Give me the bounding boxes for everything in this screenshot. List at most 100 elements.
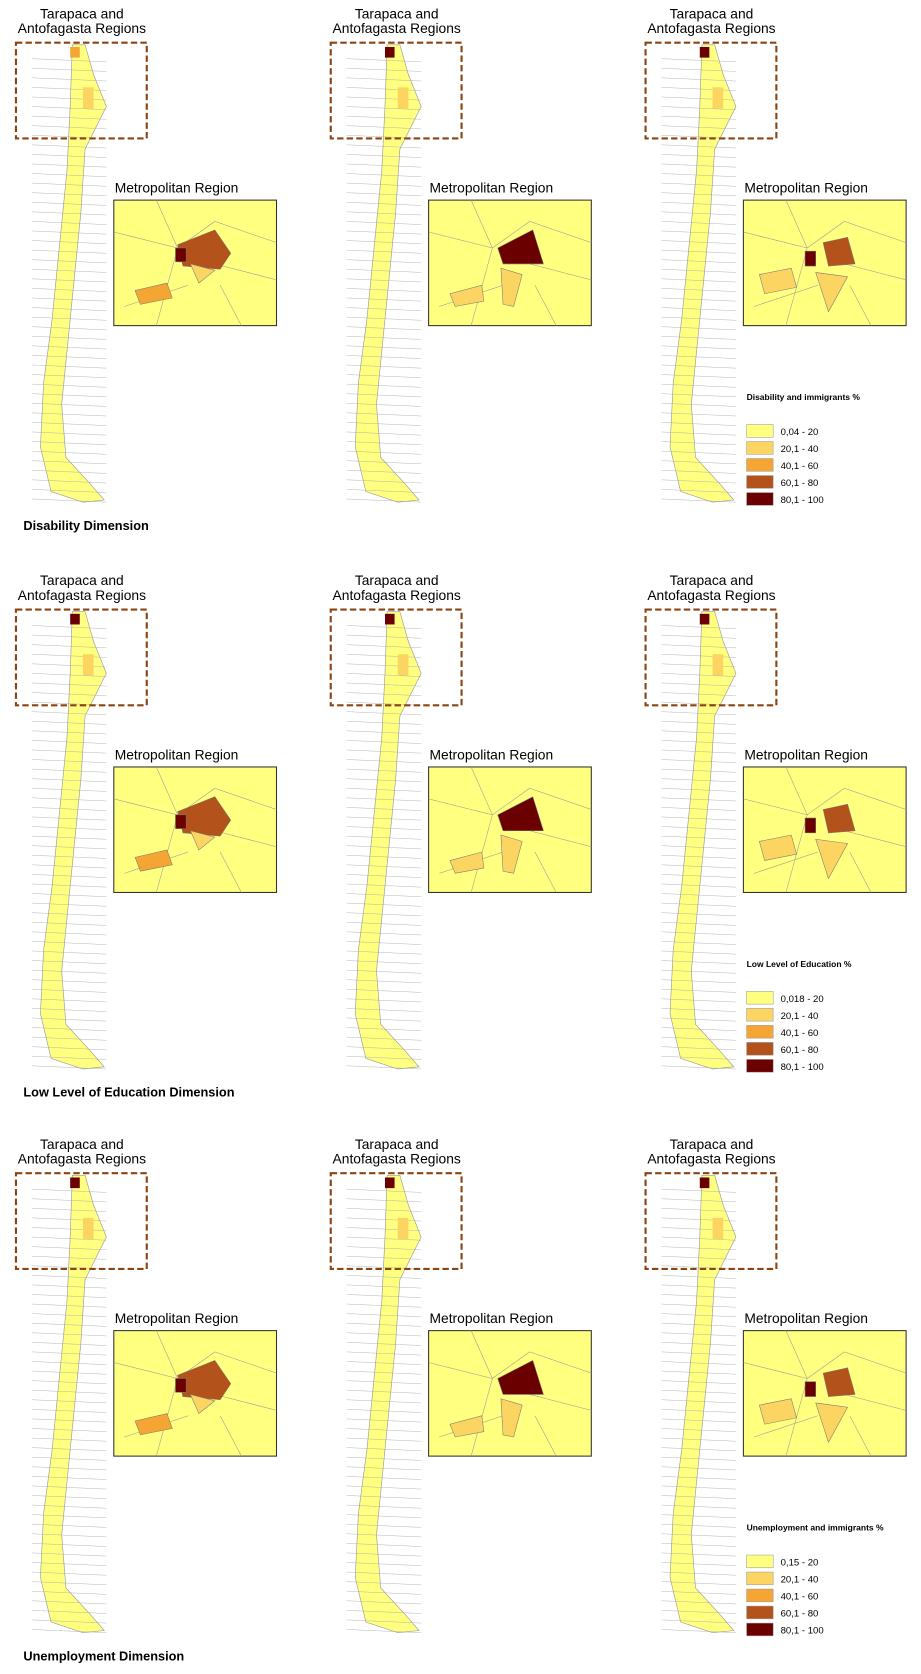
commune-border <box>661 1552 736 1557</box>
commune-border <box>661 883 736 888</box>
commune-border <box>31 230 107 235</box>
commune-border <box>346 1428 422 1432</box>
commune-border <box>661 173 736 177</box>
commune-border <box>661 1361 736 1365</box>
north-box <box>644 608 778 707</box>
commune-border <box>31 1313 107 1318</box>
commune-border <box>661 87 736 91</box>
commune-border <box>661 625 736 629</box>
north-box <box>329 608 463 707</box>
metro-area <box>759 834 797 861</box>
commune-border <box>661 826 736 830</box>
commune-border <box>31 673 107 677</box>
commune-border <box>661 797 736 802</box>
commune-border <box>31 173 107 177</box>
commune-border <box>661 58 736 63</box>
commune-border <box>661 1342 736 1346</box>
metro-border <box>214 1394 277 1411</box>
metro-border <box>844 1351 907 1374</box>
commune-border <box>346 1418 422 1423</box>
commune-border <box>346 912 422 917</box>
legend-swatch <box>746 991 774 1005</box>
commune-border <box>31 68 107 72</box>
commune-border <box>346 692 422 696</box>
north-color <box>384 46 395 58</box>
commune-border <box>31 855 107 859</box>
commune-border <box>31 498 107 503</box>
metro-border <box>492 221 530 249</box>
metro-border <box>214 263 277 281</box>
legend-swatch <box>746 1554 774 1569</box>
commune-border <box>346 58 422 63</box>
commune-border <box>346 450 422 455</box>
commune-border <box>661 989 736 993</box>
commune-border <box>661 1562 736 1566</box>
commune-border <box>346 383 422 388</box>
commune-border <box>346 1361 422 1365</box>
commune-border <box>661 1046 736 1051</box>
metro-label: Metropolitan Region <box>430 180 554 196</box>
commune-border <box>346 634 422 639</box>
metro-border <box>753 851 818 874</box>
commune-border <box>31 1533 107 1538</box>
north-label: Tarapaca and <box>670 572 754 588</box>
metro-border <box>844 221 907 243</box>
commune-border <box>346 307 422 311</box>
metro-border <box>807 221 845 249</box>
commune-border <box>661 307 736 311</box>
commune-border <box>31 1351 107 1356</box>
commune-border <box>661 77 736 82</box>
commune-border <box>346 893 422 897</box>
metro-border <box>529 221 592 243</box>
commune-border <box>661 835 736 840</box>
metro-border <box>113 231 178 249</box>
commune-border <box>31 278 107 283</box>
metro-border <box>785 200 808 249</box>
chile-map <box>669 611 737 1070</box>
dimension-title: Low Level of Education Dimension <box>23 1085 234 1100</box>
commune-border <box>31 950 107 955</box>
commune-border <box>346 1380 422 1385</box>
north-color <box>699 613 710 625</box>
legend: Low Level of Education % 0,018 - 20 20,1 -… <box>746 959 852 1073</box>
commune-border <box>31 730 107 735</box>
commune-border <box>31 412 107 417</box>
commune-border <box>346 489 422 493</box>
commune-border <box>661 998 736 1003</box>
commune-border <box>661 1409 736 1413</box>
metro-border <box>219 1415 242 1457</box>
commune-border <box>31 1342 107 1346</box>
commune-border <box>346 788 422 792</box>
commune-border <box>346 1581 422 1586</box>
commune-border <box>346 1562 422 1566</box>
commune-border <box>31 740 107 744</box>
north-label: Antofagasta Regions <box>647 20 775 36</box>
commune-border <box>661 221 736 225</box>
commune-border <box>661 778 736 783</box>
chile-map <box>354 611 422 1070</box>
legend-title: Unemployment and immigrants % <box>747 1523 884 1533</box>
commune-border <box>346 1389 422 1394</box>
commune-border <box>661 192 736 197</box>
commune-border <box>346 1533 422 1538</box>
commune-border <box>346 1619 422 1624</box>
commune-border <box>31 1227 107 1231</box>
metro-area <box>804 1381 816 1397</box>
commune-border <box>661 1476 736 1480</box>
metro-border <box>470 1330 493 1379</box>
metro-area <box>822 1367 856 1397</box>
commune-border <box>346 96 422 101</box>
commune-border <box>346 182 422 187</box>
commune-border <box>346 960 422 964</box>
metro-border <box>428 798 493 816</box>
commune-border <box>346 1437 422 1442</box>
commune-border <box>31 1246 107 1251</box>
commune-border <box>346 1466 422 1471</box>
commune-border <box>661 1581 736 1586</box>
commune-border <box>346 768 422 773</box>
commune-border <box>661 922 736 926</box>
commune-border <box>346 1017 422 1022</box>
legend-title: Low Level of Education % <box>747 959 852 969</box>
commune-border <box>31 998 107 1003</box>
commune-border <box>31 106 107 110</box>
